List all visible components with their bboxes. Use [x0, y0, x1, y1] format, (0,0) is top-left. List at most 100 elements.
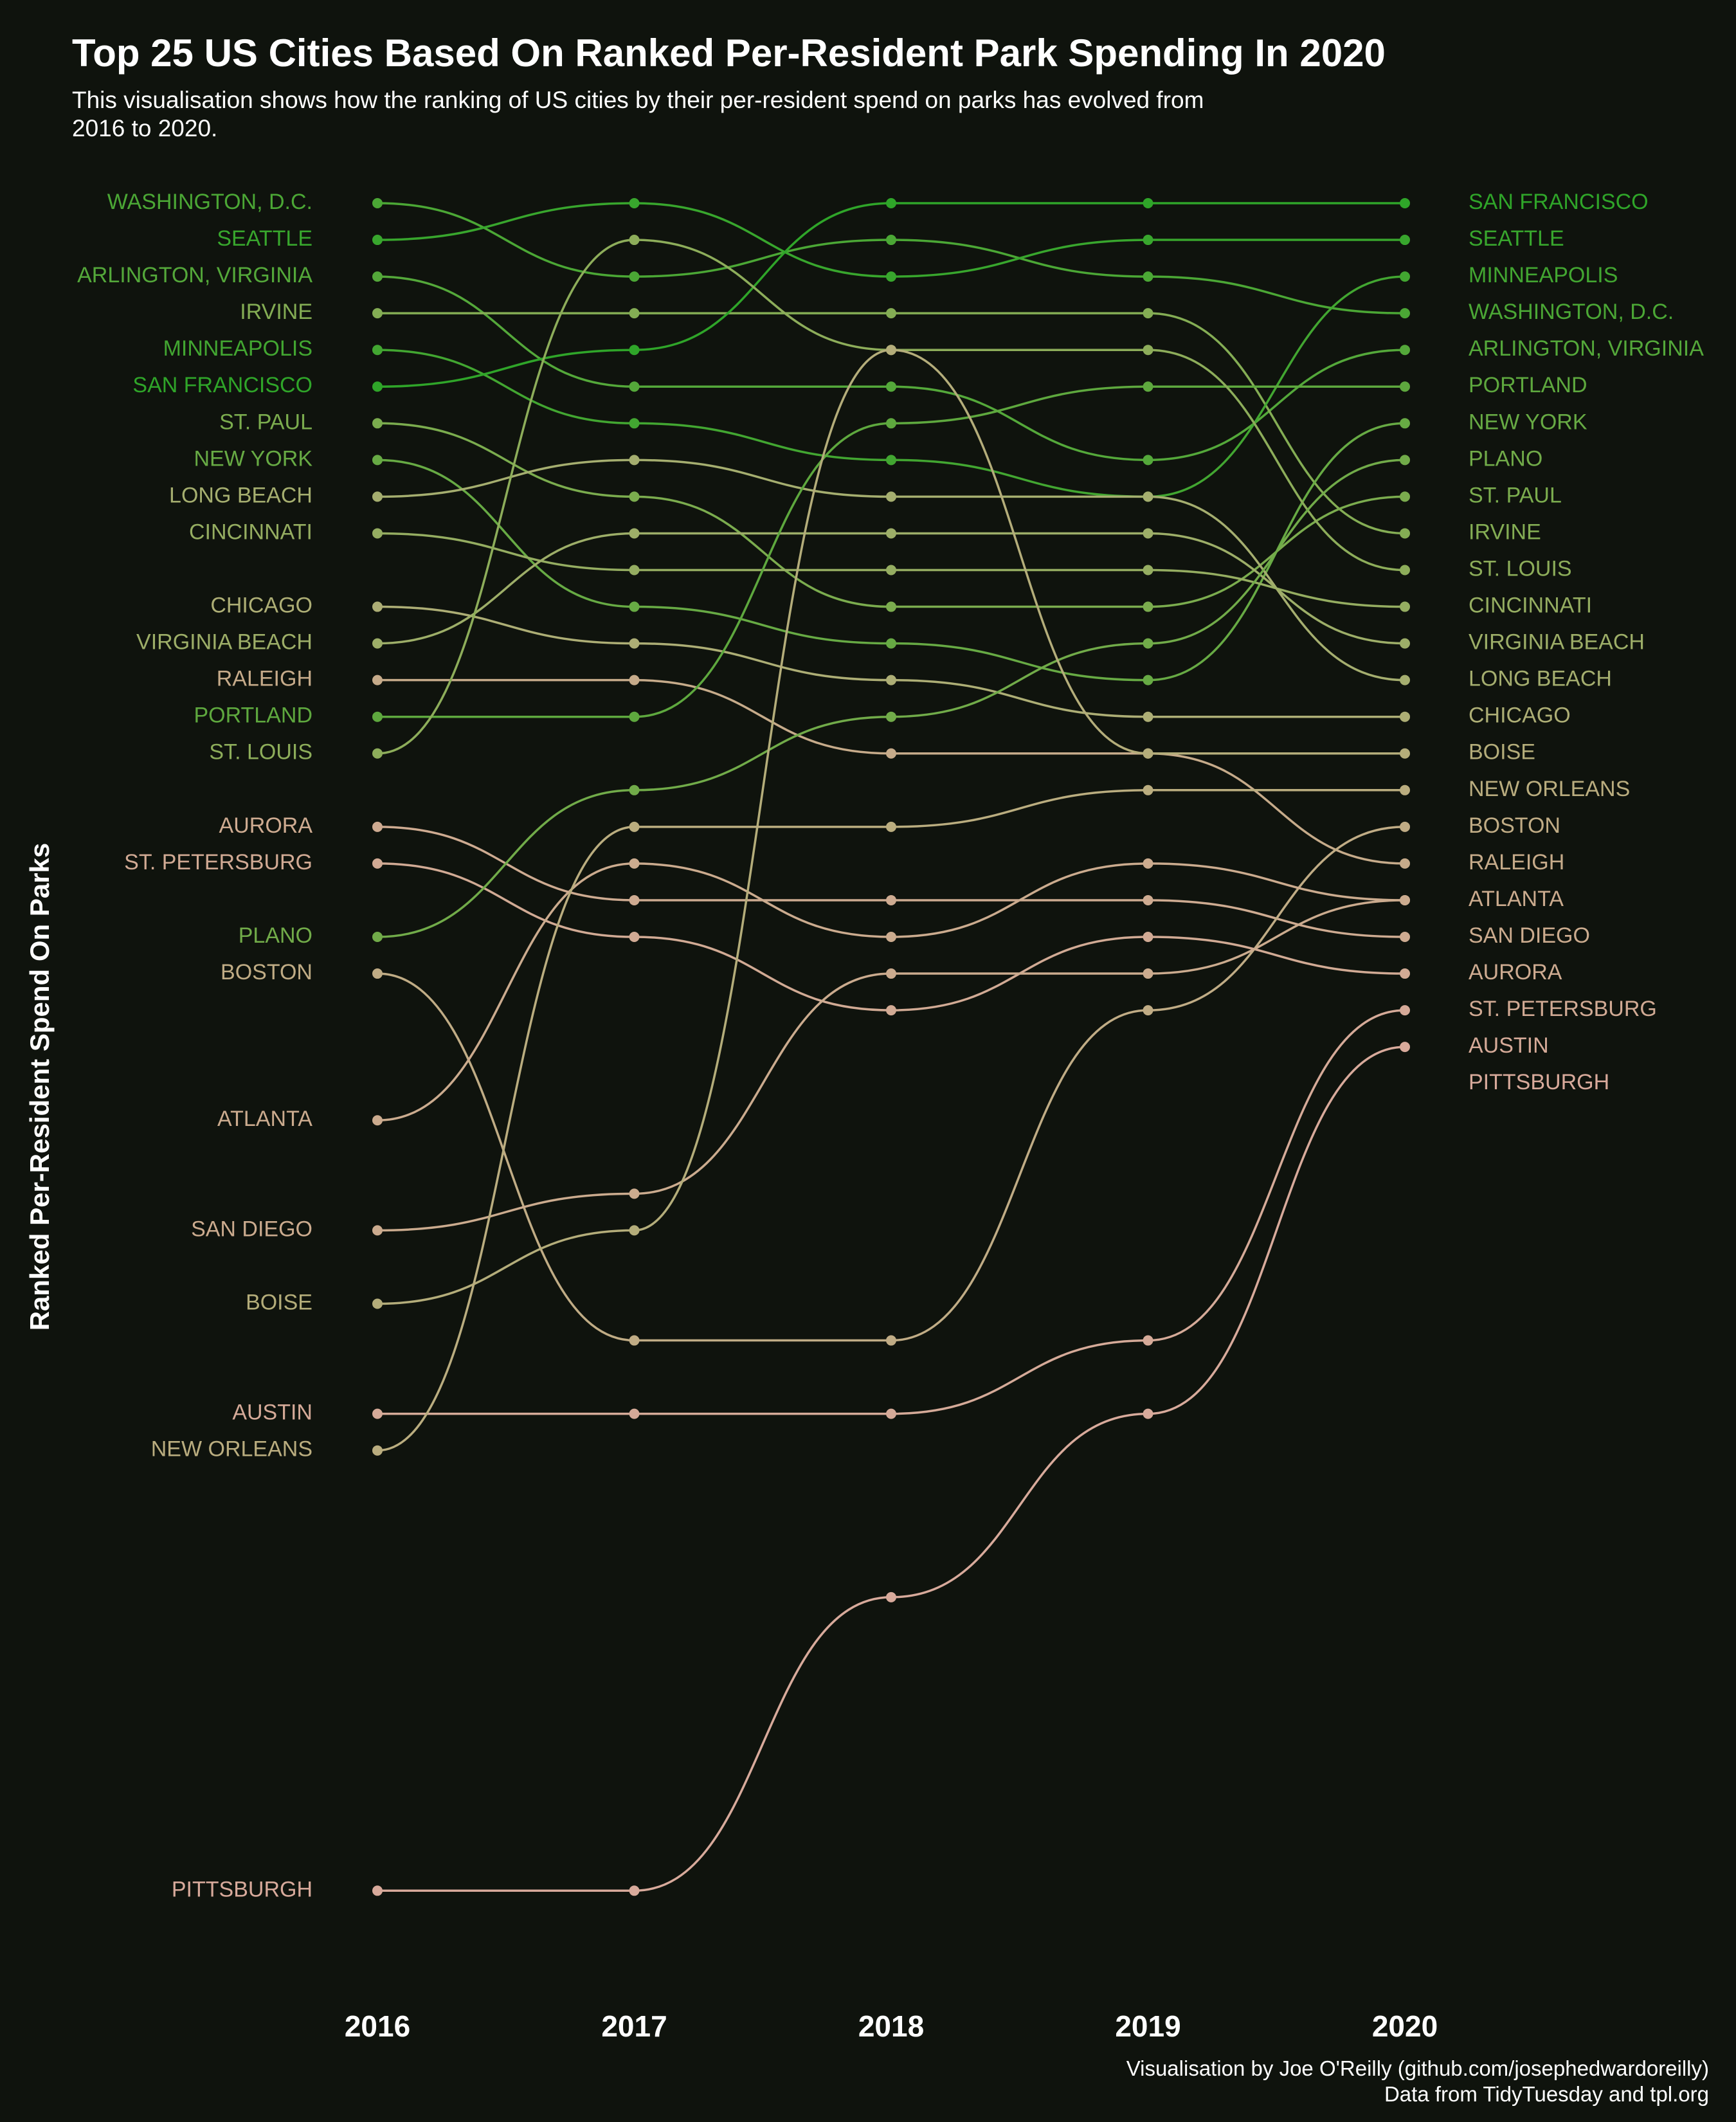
data-point-atlanta-2017 — [629, 858, 640, 869]
series-line-arlington-virginia — [377, 275, 1406, 462]
data-point-aurora-2019 — [1143, 894, 1153, 905]
left-city-labels: WASHINGTON, D.C. SEATTLE ARLINGTON, VIRGIN… — [77, 190, 312, 1901]
data-point-irvine-2019 — [1143, 308, 1153, 319]
data-point-plano-2020 — [1400, 455, 1410, 466]
data-point-st-louis-2019 — [1143, 345, 1153, 356]
data-point-seattle-2016 — [372, 235, 383, 246]
series-line-aurora — [377, 826, 1406, 938]
data-point-cincinnati-2020 — [1400, 601, 1410, 612]
series-line-pittsburgh — [377, 1046, 1406, 1892]
right-label-boston: BOSTON — [1469, 813, 1560, 838]
data-point-chicago-2019 — [1143, 711, 1153, 722]
data-point-virginia-beach-2016 — [372, 638, 383, 649]
x-tick-label-2019: 2019 — [1115, 2009, 1180, 2043]
data-point-irvine-2018 — [886, 308, 896, 319]
x-tick-label-2020: 2020 — [1372, 2009, 1438, 2043]
series-line-san-diego — [377, 899, 1406, 1232]
data-point-arlington-virginia-2017 — [629, 381, 640, 392]
data-point-austin-2020 — [1400, 1005, 1410, 1016]
data-point-long-beach-2020 — [1400, 675, 1410, 685]
data-point-washington-d-c-2016 — [372, 198, 383, 208]
left-label-san-francisco: SAN FRANCISCO — [132, 373, 312, 397]
chart-subtitle: This visualisation shows how the ranking… — [72, 87, 1204, 141]
data-point-new-york-2016 — [372, 455, 383, 466]
data-point-arlington-virginia-2020 — [1400, 345, 1410, 356]
left-label-virginia-beach: VIRGINIA BEACH — [136, 630, 312, 655]
data-point-raleigh-2020 — [1400, 858, 1410, 869]
right-label-san-diego: SAN DIEGO — [1469, 923, 1590, 948]
left-label-minneapolis: MINNEAPOLIS — [163, 336, 312, 361]
data-point-chicago-2017 — [629, 638, 640, 649]
right-label-irvine: IRVINE — [1469, 520, 1541, 544]
data-point-st-paul-2017 — [629, 491, 640, 502]
data-point-minneapolis-2017 — [629, 418, 640, 429]
series-line-austin — [377, 1009, 1406, 1415]
caption-source: Data from TidyTuesday and tpl.org — [1384, 2082, 1709, 2106]
data-point-new-orleans-2018 — [886, 821, 896, 832]
left-label-irvine: IRVINE — [240, 300, 312, 324]
data-point-pittsburgh-2016 — [372, 1885, 383, 1896]
data-point-minneapolis-2016 — [372, 345, 383, 356]
data-point-st-paul-2016 — [372, 418, 383, 429]
data-point-virginia-beach-2020 — [1400, 638, 1410, 649]
data-point-atlanta-2019 — [1143, 858, 1153, 869]
data-point-irvine-2020 — [1400, 528, 1410, 539]
data-point-cincinnati-2018 — [886, 565, 896, 576]
data-point-boston-2019 — [1143, 1005, 1153, 1016]
data-point-san-diego-2019 — [1143, 968, 1153, 979]
data-point-new-orleans-2019 — [1143, 784, 1153, 795]
data-point-austin-2019 — [1143, 1335, 1153, 1346]
right-label-st-petersburg: ST. PETERSBURG — [1469, 997, 1657, 1021]
right-label-atlanta: ATLANTA — [1469, 887, 1564, 911]
caption-credit: Visualisation by Joe O'Reilly (github.co… — [1126, 2056, 1709, 2080]
series-line-new-orleans — [377, 789, 1405, 1452]
right-label-new-york: NEW YORK — [1469, 410, 1587, 434]
data-point-chicago-2016 — [372, 601, 383, 612]
data-point-raleigh-2016 — [372, 675, 383, 685]
data-point-st-petersburg-2019 — [1143, 932, 1153, 942]
series-line-long-beach — [377, 458, 1406, 682]
data-point-minneapolis-2020 — [1400, 271, 1410, 282]
data-point-virginia-beach-2018 — [886, 528, 896, 539]
x-tick-label-2018: 2018 — [858, 2009, 924, 2043]
data-point-aurora-2020 — [1400, 932, 1410, 942]
data-point-boise-2017 — [629, 1225, 640, 1236]
right-label-aurora: AURORA — [1469, 960, 1562, 984]
left-label-plano: PLANO — [239, 923, 312, 948]
data-point-aurora-2018 — [886, 894, 896, 905]
data-point-st-petersburg-2016 — [372, 858, 383, 869]
x-axis-ticks: 2016 2017 2018 2019 2020 — [345, 2009, 1438, 2043]
data-point-new-york-2019 — [1143, 675, 1153, 685]
data-point-boston-2018 — [886, 1335, 896, 1346]
left-label-washington-d-c: WASHINGTON, D.C. — [107, 190, 312, 214]
data-point-pittsburgh-2017 — [629, 1885, 640, 1896]
data-point-st-louis-2017 — [629, 235, 640, 246]
data-point-portland-2019 — [1143, 381, 1153, 392]
series-line-atlanta — [377, 862, 1406, 1121]
data-point-new-york-2020 — [1400, 418, 1410, 429]
data-point-st-paul-2018 — [886, 601, 896, 612]
data-point-pittsburgh-2020 — [1400, 1042, 1410, 1053]
data-point-san-francisco-2018 — [886, 198, 896, 208]
data-point-boise-2019 — [1143, 748, 1153, 759]
right-label-plano: PLANO — [1469, 446, 1542, 471]
data-point-st-louis-2020 — [1400, 565, 1410, 576]
data-point-washington-d-c-2020 — [1400, 308, 1410, 319]
right-label-minneapolis: MINNEAPOLIS — [1469, 263, 1618, 287]
data-point-new-york-2018 — [886, 638, 896, 649]
data-point-irvine-2017 — [629, 308, 640, 319]
left-label-raleigh: RALEIGH — [217, 667, 312, 691]
data-point-chicago-2020 — [1400, 711, 1410, 722]
data-point-portland-2016 — [372, 711, 383, 722]
data-point-plano-2018 — [886, 711, 896, 722]
data-point-portland-2017 — [629, 711, 640, 722]
data-point-san-diego-2018 — [886, 968, 896, 979]
data-point-plano-2016 — [372, 932, 383, 942]
data-point-new-york-2017 — [629, 601, 640, 612]
data-point-long-beach-2018 — [886, 491, 896, 502]
left-label-new-orleans: NEW ORLEANS — [151, 1437, 312, 1462]
right-label-boise: BOISE — [1469, 740, 1535, 765]
data-point-st-petersburg-2020 — [1400, 968, 1410, 979]
left-label-arlington-virginia: ARLINGTON, VIRGINIA — [77, 263, 312, 287]
